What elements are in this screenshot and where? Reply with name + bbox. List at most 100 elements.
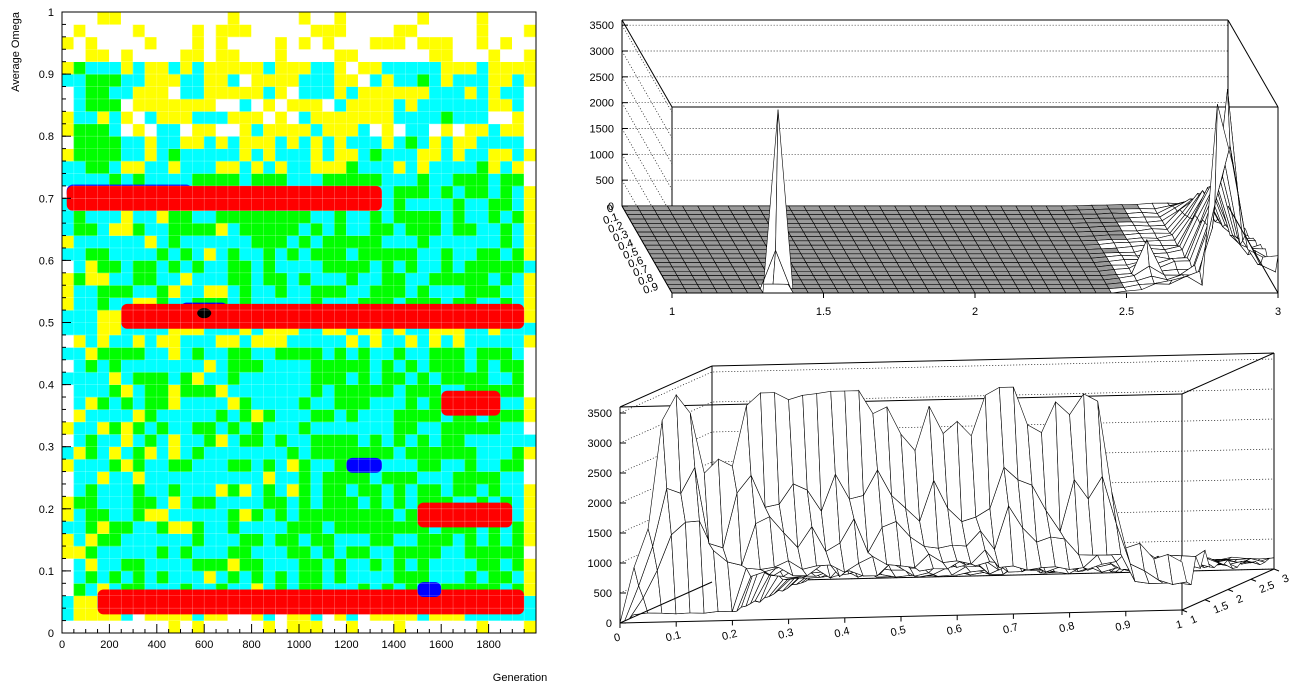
contour-band [441,390,501,416]
contour-cell [215,210,229,224]
surface-cell [1042,279,1062,285]
surface-cell [656,240,676,246]
contour-cell [334,284,347,298]
contour-cell [405,210,418,224]
contour-cell [417,558,430,572]
contour-cell [73,483,86,497]
contour-cell [393,61,406,75]
contour-cell [62,173,75,187]
contour-cell [523,384,536,398]
surface-cell [909,205,929,211]
contour-cell [310,260,323,274]
contour-cell [227,247,241,261]
contour-cell [488,558,501,572]
contour-cell [452,61,466,75]
contour-cell [251,496,264,510]
contour-cell [192,558,205,572]
contour-cell [263,284,276,298]
contour-cell [168,471,181,485]
contour-cell [488,185,501,199]
contour-cell [73,284,86,298]
contour-cell [275,359,288,373]
contour-cell [393,347,406,361]
contour-cell [180,421,193,435]
surface-cell [709,253,729,259]
contour-cell [523,185,536,199]
contour-cell [405,98,418,112]
contour-cell [429,235,442,249]
surface-cell [1050,266,1070,272]
contour-cell [215,260,229,274]
contour-cell [203,36,217,50]
y-tick-label: 0 [605,202,615,215]
contour-cell [417,235,430,249]
contour-band [417,582,442,597]
contour-cell [227,347,241,361]
contour-cell [192,396,205,410]
contour-cell [310,111,323,125]
contour-cell [239,371,252,385]
contour-cell [393,433,406,447]
surface-cell [1017,262,1037,268]
contour-cell [322,284,335,298]
contour-cell [381,409,395,423]
surface-cell [808,240,827,246]
contour-cell [168,396,181,410]
contour-cell [369,384,383,398]
box-edge [621,19,673,108]
contour-cell [203,135,217,149]
contour-cell [405,520,418,534]
surface-cell [878,231,898,237]
contour-cell [97,36,110,50]
contour-cell [73,384,86,398]
contour-cell [500,396,513,410]
contour-cell [440,247,454,261]
contour-cell [476,73,489,87]
surface-cell [942,210,961,215]
contour-cell [357,421,371,435]
contour-cell [239,86,252,100]
contour-cell [488,148,501,162]
contour-cell [85,520,98,534]
contour-cell [73,322,86,336]
surface-cell [681,231,701,237]
contour-cell [405,73,418,87]
contour-cell [310,86,323,100]
contour-cell [156,409,169,423]
contour-cell [310,235,323,249]
contour-cell [381,111,395,125]
contour-cell [310,98,323,112]
surface-cell [1062,288,1082,294]
contour-cell [192,24,205,38]
contour-cell [369,36,383,50]
contour-cell [156,334,169,348]
surface-cell [719,270,739,276]
surface-cell [909,257,928,263]
contour-cell [464,545,478,559]
contour-cell [180,558,193,572]
contour-cell [180,396,193,410]
contour-cell [334,533,347,547]
surface-cell [893,257,913,263]
contour-cell [85,148,98,162]
contour-cell [322,222,335,236]
contour-cell [369,545,383,559]
contour-cell [322,371,335,385]
surface-cell [838,266,857,272]
contour-cell [488,235,501,249]
contour-cell [417,433,430,447]
contour-cell [227,558,241,572]
contour-cell [322,98,335,112]
contour-cell [275,98,288,112]
contour-cell [275,48,288,62]
contour-cell [523,520,536,534]
surface-cell [825,270,845,276]
contour-cell [97,396,110,410]
surface-cell [1259,255,1279,273]
contour-cell [488,73,501,87]
contour-cell [62,36,75,50]
contour-cell [523,135,536,149]
contour-cell [512,396,525,410]
contour-cell [310,471,323,485]
contour-cell [298,284,312,298]
